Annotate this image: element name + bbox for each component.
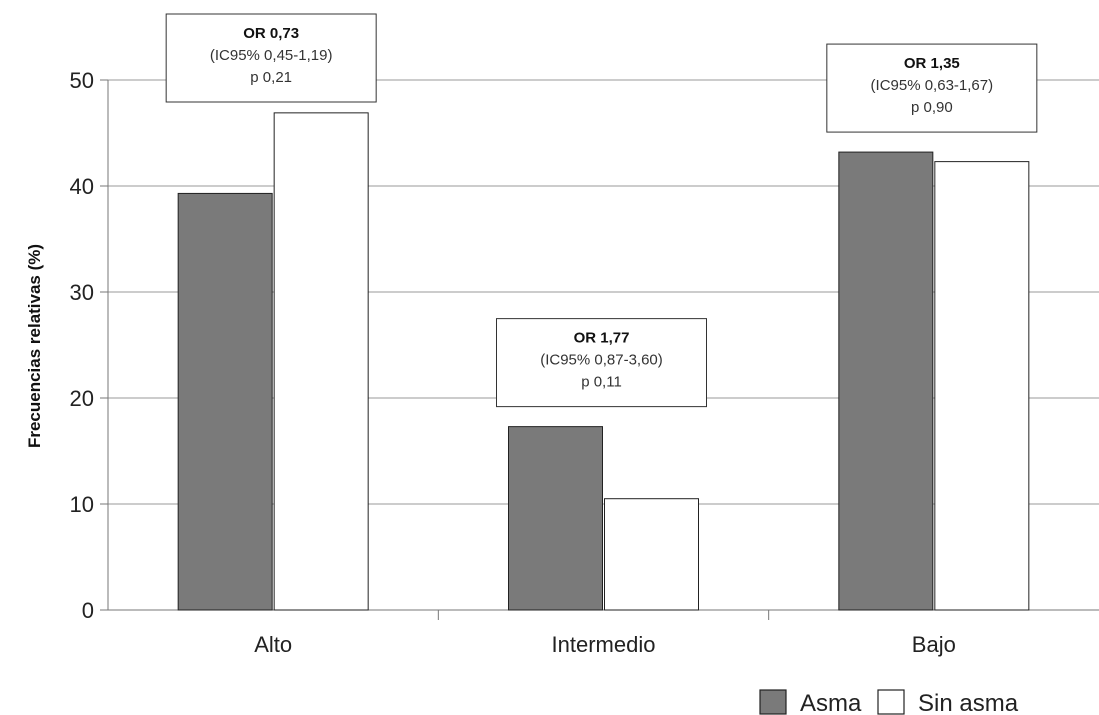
annotation-ci: (IC95% 0,45-1,19): [210, 47, 333, 64]
annotation-or: OR 1,77: [574, 330, 630, 347]
y-tick-label: 40: [70, 174, 94, 199]
bar-sin-asma-bajo: [934, 161, 1030, 611]
annotation-bajo: OR 1,35 (IC95% 0,63-1,67) p 0,90: [826, 43, 1038, 133]
legend-swatch-sin-asma: [877, 689, 905, 715]
annotation-p: p 0,11: [581, 374, 622, 391]
bar-sin-asma-alto: [273, 112, 369, 611]
annotation-p: p 0,21: [250, 69, 292, 86]
legend-label-sin-asma: Sin asma: [918, 690, 1019, 715]
y-tick-label: 0: [82, 598, 94, 623]
bar-asma-bajo: [838, 151, 934, 611]
legend: Asma Sin asma: [759, 689, 1019, 715]
x-tick-label: Alto: [254, 632, 292, 657]
annotation-or: OR 0,73: [243, 25, 299, 42]
annotation-box: [826, 43, 1038, 133]
annotation-ci: (IC95% 0,63-1,67): [871, 77, 994, 94]
x-tick-label: Intermedio: [552, 632, 656, 657]
x-tick-label: Bajo: [912, 632, 956, 657]
annotation-ci: (IC95% 0,87-3,60): [540, 352, 663, 369]
annotation-or: OR 1,35: [904, 55, 960, 72]
annotation-intermedio: OR 1,77 (IC95% 0,87-3,60) p 0,11: [496, 318, 707, 408]
y-tick-label: 30: [70, 280, 94, 305]
bar-asma-alto: [177, 192, 273, 611]
legend-label-asma: Asma: [800, 690, 862, 715]
y-tick-label: 50: [70, 68, 94, 93]
annotations: OR 0,73 (IC95% 0,45-1,19) p 0,21 OR 1,77 (IC…: [165, 13, 1038, 408]
y-tick-label: 10: [70, 492, 94, 517]
annotation-p: p 0,90: [911, 99, 953, 116]
legend-swatch-asma: [759, 689, 787, 715]
annotation-box: [496, 318, 707, 408]
bar-asma-intermedio: [508, 426, 603, 611]
axes: [100, 79, 1099, 620]
y-axis-label: Frecuencias relativas (%): [25, 244, 44, 448]
y-tick-labels: 0 10 20 30 40 50: [70, 68, 94, 623]
y-tick-label: 20: [70, 386, 94, 411]
bar-sin-asma-intermedio: [604, 498, 699, 611]
bars: [177, 112, 1030, 611]
annotation-alto: OR 0,73 (IC95% 0,45-1,19) p 0,21: [165, 13, 377, 103]
annotation-box: [165, 13, 377, 103]
x-tick-labels: Alto Intermedio Bajo: [254, 632, 956, 657]
